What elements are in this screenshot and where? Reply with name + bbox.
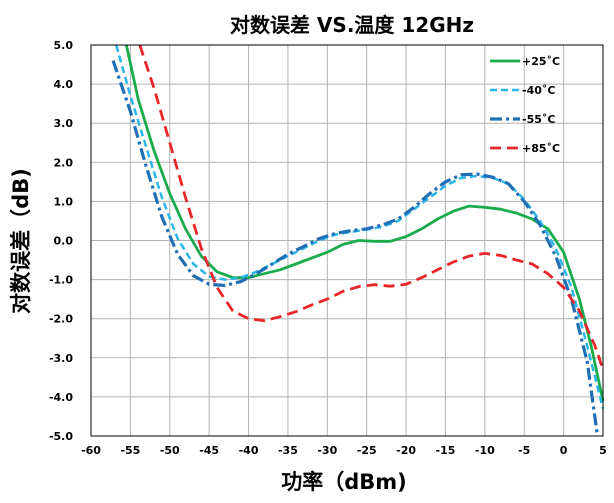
y-tick-label: 3.0 [54, 117, 74, 130]
y-tick-label: 0.0 [54, 235, 74, 248]
y-tick-label: 2.0 [54, 156, 74, 169]
x-tick-label: 0 [560, 444, 568, 457]
y-tick-label: -3.0 [49, 352, 73, 365]
y-tick-label: 1.0 [54, 195, 74, 208]
y-axis-label: 对数误差（dB) [9, 168, 33, 314]
legend: +25˚C -40˚C -55˚C +85˚C [490, 55, 560, 155]
x-tick-label: -50 [160, 444, 180, 457]
legend-label-1: +25˚C [522, 55, 560, 68]
chart-title: 对数误差 VS.温度 12GHz [230, 13, 474, 37]
x-tick-label: -15 [436, 444, 456, 457]
legend-label-2: -40˚C [522, 84, 555, 97]
series-line-1 [125, 44, 605, 402]
x-tick-label: -25 [357, 444, 377, 457]
x-tick-label: -5 [518, 444, 530, 457]
y-tick-label: 4.0 [54, 78, 74, 91]
x-tick-label: -60 [81, 444, 101, 457]
legend-label-4: +85˚C [522, 142, 560, 155]
series-line-4 [138, 44, 605, 370]
series-layer [111, 44, 605, 437]
x-tick-label: -30 [317, 444, 337, 457]
y-tick-label: -2.0 [49, 313, 73, 326]
legend-label-3: -55˚C [522, 113, 555, 126]
x-axis-label: 功率（dBm) [281, 470, 407, 494]
series-line-2 [114, 44, 605, 409]
y-tick-label: -1.0 [49, 274, 73, 287]
x-tick-label: -35 [278, 444, 298, 457]
x-tick-label: -40 [239, 444, 259, 457]
plot-frame [90, 44, 604, 437]
y-tick-label: -4.0 [49, 391, 73, 404]
series-line-3 [111, 60, 600, 437]
x-tick-labels: -60 -55 -50 -45 -40 -35 -30 -25 -20 -15 -10 -5 0 5 [81, 444, 607, 457]
y-tick-label: -5.0 [49, 430, 73, 443]
y-tick-label: 5.0 [54, 39, 74, 52]
x-tick-label: -55 [120, 444, 140, 457]
x-tick-label: 5 [599, 444, 607, 457]
y-tick-labels: 5.0 4.0 3.0 2.0 1.0 0.0 -1.0 -2.0 -3.0 -4.0 -5.0 [49, 39, 73, 443]
x-tick-label: -45 [199, 444, 219, 457]
x-tick-label: -10 [475, 444, 495, 457]
x-tick-label: -20 [396, 444, 416, 457]
